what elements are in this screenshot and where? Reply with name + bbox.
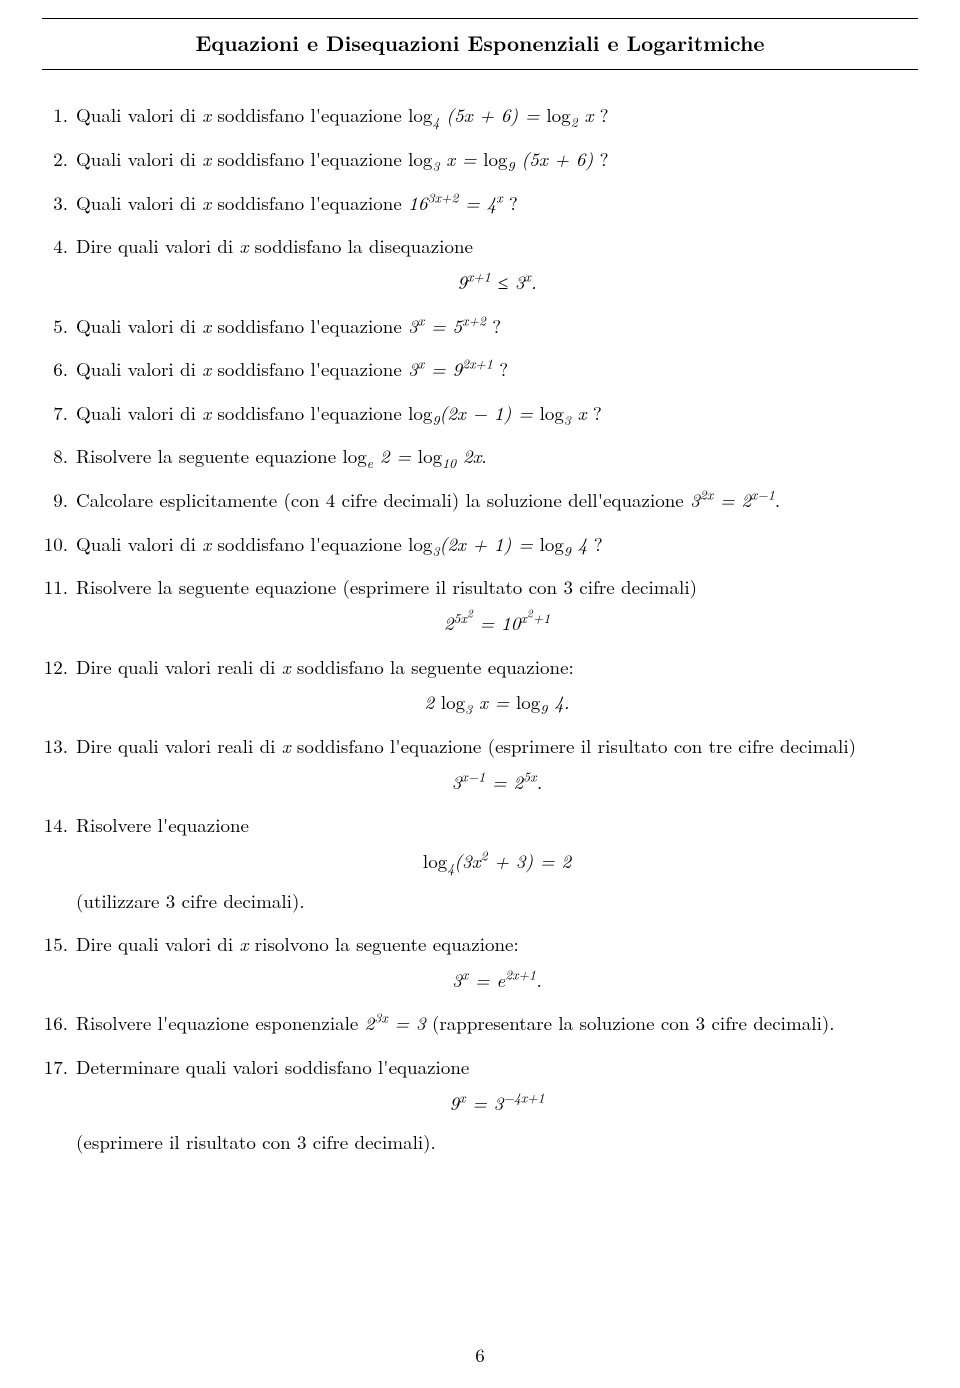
problem-text: Quali valori di x soddisfano l'equazione… [76,313,918,339]
problem-post-text: (esprimere il risultato con 3 cifre deci… [76,1129,918,1155]
problem-equation: 9x = 3−4x+1 [76,1090,918,1116]
problem-text: Risolvere l'equazione esponenziale 23x =… [76,1010,918,1036]
problem-item: Quali valori di x soddisfano l'equazione… [72,400,918,426]
problem-item: Quali valori di x soddisfano l'equazione… [72,356,918,382]
problem-item: Risolvere l'equazione log4(3x2 + 3) = 2 (u… [72,812,918,913]
problem-item: Dire quali valori di x soddisfano la dis… [72,233,918,294]
problem-equation: 9x+1 ≤ 3x. [76,269,918,295]
problem-text: Determinare quali valori soddisfano l'eq… [76,1054,918,1080]
problem-text: Dire quali valori di x soddisfano la dis… [76,233,918,259]
problem-text: Dire quali valori reali di x soddisfano … [76,733,918,759]
problem-item: Quali valori di x soddisfano l'equazione… [72,102,918,128]
problem-list: Quali valori di x soddisfano l'equazione… [42,102,918,1155]
problem-text: Dire quali valori di x risolvono la segu… [76,931,918,957]
problem-text: Dire quali valori reali di x soddisfano … [76,654,918,680]
problem-text: Calcolare esplicitamente (con 4 cifre de… [76,487,918,513]
problem-item: Quali valori di x soddisfano l'equazione… [72,190,918,216]
problem-item: Quali valori di x soddisfano l'equazione… [72,146,918,172]
page-title: Equazioni e Disequazioni Esponenziali e … [42,18,918,70]
problem-item: Risolvere la seguente equazione (esprime… [72,574,918,635]
problem-item: Quali valori di x soddisfano l'equazione… [72,531,918,557]
problem-text: Quali valori di x soddisfano l'equazione… [76,102,918,128]
problem-post-text: (utilizzare 3 cifre decimali). [76,888,918,914]
problem-text: Risolvere l'equazione [76,812,918,838]
problem-equation: 25x2 = 10x2+1 [76,610,918,636]
problem-item: Dire quali valori reali di x soddisfano … [72,733,918,794]
problem-item: Dire quali valori reali di x soddisfano … [72,654,918,715]
problem-item: Quali valori di x soddisfano l'equazione… [72,313,918,339]
problem-text: Risolvere la seguente equazione loge 2 =… [76,443,918,469]
problem-item: Risolvere l'equazione esponenziale 23x =… [72,1010,918,1036]
problem-equation: 3x−1 = 25x. [76,769,918,795]
page: Equazioni e Disequazioni Esponenziali e … [0,0,960,1388]
problem-text: Quali valori di x soddisfano l'equazione… [76,190,918,216]
problem-equation: 3x = e2x+1. [76,967,918,993]
problem-item: Risolvere la seguente equazione loge 2 =… [72,443,918,469]
problem-text: Quali valori di x soddisfano l'equazione… [76,400,918,426]
page-number: 6 [0,1342,960,1368]
problem-equation: 2 log3 x = log9 4. [76,689,918,715]
problem-text: Quali valori di x soddisfano l'equazione… [76,146,918,172]
problem-text: Risolvere la seguente equazione (esprime… [76,574,918,600]
problem-item: Dire quali valori di x risolvono la segu… [72,931,918,992]
problem-item: Determinare quali valori soddisfano l'eq… [72,1054,918,1155]
problem-text: Quali valori di x soddisfano l'equazione… [76,531,918,557]
problem-text: Quali valori di x soddisfano l'equazione… [76,356,918,382]
problem-item: Calcolare esplicitamente (con 4 cifre de… [72,487,918,513]
problem-equation: log4(3x2 + 3) = 2 [76,848,918,874]
